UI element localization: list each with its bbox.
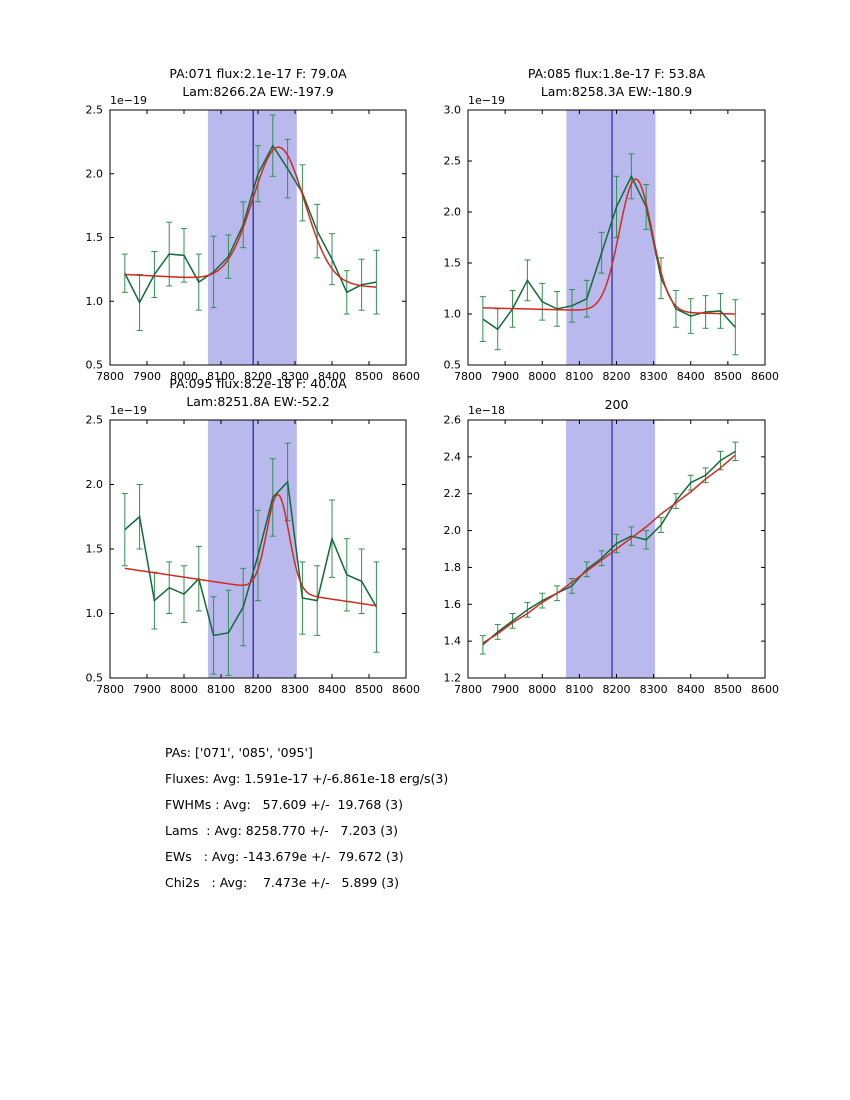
- svg-text:8400: 8400: [677, 683, 705, 696]
- svg-text:Lam:8251.8A EW:-52.2: Lam:8251.8A EW:-52.2: [186, 394, 329, 409]
- svg-text:1.5: 1.5: [86, 231, 104, 244]
- svg-text:8300: 8300: [281, 370, 309, 383]
- svg-text:1.5: 1.5: [444, 257, 462, 270]
- fit-window-band: [566, 110, 656, 365]
- fit-line: [124, 146, 377, 288]
- svg-text:1.6: 1.6: [444, 598, 462, 611]
- svg-text:8000: 8000: [170, 370, 198, 383]
- svg-text:1e−19: 1e−19: [110, 404, 147, 417]
- svg-text:1.0: 1.0: [86, 295, 104, 308]
- svg-text:8000: 8000: [170, 683, 198, 696]
- subplot-pa085: 7800 7900 8000 8100 8200 8300 8400 8500 8600 0.5 1…: [444, 66, 780, 383]
- svg-text:2.0: 2.0: [444, 206, 462, 219]
- svg-text:8500: 8500: [714, 370, 742, 383]
- spectrum-line: [124, 480, 378, 637]
- svg-text:7800: 7800: [96, 370, 124, 383]
- summary-line-fwhms: FWHMs : Avg: 57.609 +/- 19.768 (3): [165, 797, 403, 812]
- svg-text:2.2: 2.2: [444, 487, 462, 500]
- svg-text:8500: 8500: [714, 683, 742, 696]
- svg-text:2.4: 2.4: [444, 450, 462, 463]
- svg-text:7800: 7800: [454, 370, 482, 383]
- svg-text:Lam:8266.2A EW:-197.9: Lam:8266.2A EW:-197.9: [182, 84, 333, 99]
- svg-text:PA:095 flux:8.2e-18 F: 40.0A: PA:095 flux:8.2e-18 F: 40.0A: [169, 376, 347, 391]
- svg-text:1.8: 1.8: [444, 561, 462, 574]
- svg-text:2.0: 2.0: [86, 167, 104, 180]
- svg-text:8400: 8400: [318, 683, 346, 696]
- svg-text:2.5: 2.5: [86, 414, 104, 427]
- svg-text:8200: 8200: [244, 683, 272, 696]
- summary-line-fluxes: Fluxes: Avg: 1.591e-17 +/-6.861e-18 erg/…: [165, 771, 449, 786]
- svg-text:1.5: 1.5: [86, 543, 104, 556]
- subplot-pa071: 7800 7900 8000 8100 8200 8300 8400 8500 8600 0.5 1…: [86, 66, 421, 383]
- svg-text:7800: 7800: [96, 683, 124, 696]
- svg-text:1.0: 1.0: [86, 607, 104, 620]
- plots-canvas: 7800 7900 8000 8100 8200 8300 8400 8500 8600 0.5 1…: [86, 66, 780, 696]
- svg-text:0.5: 0.5: [86, 359, 104, 372]
- svg-text:1.0: 1.0: [444, 308, 462, 321]
- svg-text:PA:071 flux:2.1e-17 F: 79.0A: PA:071 flux:2.1e-17 F: 79.0A: [169, 66, 347, 81]
- svg-text:1.2: 1.2: [444, 672, 462, 685]
- summary-line-lams: Lams : Avg: 8258.770 +/- 7.203 (3): [165, 823, 398, 838]
- svg-text:8200: 8200: [244, 370, 272, 383]
- svg-text:200: 200: [605, 397, 629, 412]
- summary-block: PAs: ['071', '085', '095'] Fluxes: Avg: …: [165, 740, 448, 896]
- svg-text:8300: 8300: [640, 370, 668, 383]
- svg-text:8400: 8400: [318, 370, 346, 383]
- svg-text:8600: 8600: [392, 370, 420, 383]
- svg-text:2.6: 2.6: [444, 414, 462, 427]
- subplot-continuum-200: 7800 7900 8000 8100 8200 8300 8400 8500 8600 1.2 1…: [444, 397, 780, 696]
- fit-window-band: [208, 420, 297, 678]
- fit-line: [124, 493, 377, 607]
- svg-text:2.5: 2.5: [86, 104, 104, 117]
- svg-text:1e−18: 1e−18: [468, 404, 505, 417]
- svg-text:8600: 8600: [751, 370, 779, 383]
- svg-text:2.0: 2.0: [86, 478, 104, 491]
- svg-text:1e−19: 1e−19: [468, 94, 505, 107]
- svg-text:2.5: 2.5: [444, 155, 462, 168]
- svg-text:8100: 8100: [207, 370, 235, 383]
- summary-line-pas: PAs: ['071', '085', '095']: [165, 745, 313, 760]
- svg-text:8600: 8600: [751, 683, 779, 696]
- svg-text:8300: 8300: [281, 683, 309, 696]
- subplot-pa095: 7800 7900 8000 8100 8200 8300 8400 8500 8600 0.5 1…: [86, 376, 421, 696]
- spectrum-line: [482, 450, 736, 646]
- svg-text:8100: 8100: [207, 683, 235, 696]
- svg-text:7800: 7800: [454, 683, 482, 696]
- svg-text:8500: 8500: [355, 370, 383, 383]
- fit-window-band: [208, 110, 297, 365]
- spectrum-line: [482, 174, 736, 331]
- svg-text:8000: 8000: [528, 683, 556, 696]
- svg-text:PA:085 flux:1.8e-17 F: 53.8A: PA:085 flux:1.8e-17 F: 53.8A: [528, 66, 706, 81]
- svg-text:7900: 7900: [491, 683, 519, 696]
- fit-line: [482, 454, 736, 644]
- svg-text:8000: 8000: [528, 370, 556, 383]
- svg-text:8300: 8300: [640, 683, 668, 696]
- svg-text:7900: 7900: [133, 370, 161, 383]
- spectrum-line: [124, 144, 377, 305]
- svg-text:8200: 8200: [603, 370, 631, 383]
- svg-text:3.0: 3.0: [444, 104, 462, 117]
- summary-line-ews: EWs : Avg: -143.679e +/- 79.672 (3): [165, 849, 404, 864]
- svg-text:Lam:8258.3A EW:-180.9: Lam:8258.3A EW:-180.9: [541, 84, 692, 99]
- svg-text:2.0: 2.0: [444, 524, 462, 537]
- svg-text:8100: 8100: [565, 370, 593, 383]
- svg-text:7900: 7900: [491, 370, 519, 383]
- svg-text:8600: 8600: [392, 683, 420, 696]
- svg-text:8200: 8200: [603, 683, 631, 696]
- svg-text:7900: 7900: [133, 683, 161, 696]
- svg-text:8500: 8500: [355, 683, 383, 696]
- svg-text:0.5: 0.5: [86, 672, 104, 685]
- svg-text:1e−19: 1e−19: [110, 94, 147, 107]
- svg-text:0.5: 0.5: [444, 359, 462, 372]
- svg-text:1.4: 1.4: [444, 635, 462, 648]
- fit-line: [482, 178, 736, 315]
- svg-text:8400: 8400: [677, 370, 705, 383]
- svg-text:8100: 8100: [565, 683, 593, 696]
- summary-line-chi2s: Chi2s : Avg: 7.473e +/- 5.899 (3): [165, 875, 399, 890]
